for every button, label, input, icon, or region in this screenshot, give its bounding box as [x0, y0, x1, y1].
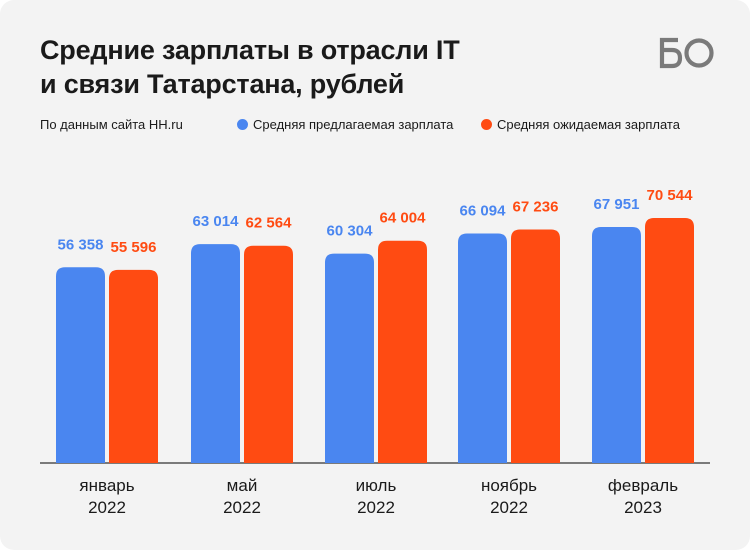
x-tick-label-month-2: июль: [356, 476, 397, 495]
data-label-expected-4: 70 544: [647, 187, 694, 204]
legend-label-offered: Средняя предлагаемая зарплата: [253, 117, 454, 132]
legend-label-expected: Средняя ожидаемая зарплата: [497, 117, 680, 132]
bar-offered-0: [56, 267, 105, 463]
data-label-expected-3: 67 236: [513, 198, 559, 215]
legend-item-expected: Средняя ожидаемая зарплата: [481, 117, 680, 132]
x-tick-label-year-2: 2022: [357, 498, 395, 517]
legend-dot-offered: [237, 119, 248, 130]
x-tick-label-year-4: 2023: [624, 498, 662, 517]
data-label-offered-2: 60 304: [327, 223, 374, 240]
bar-offered-3: [458, 233, 507, 463]
chart-title: Средние зарплаты в отрасли IT и связи Та…: [40, 33, 600, 101]
bar-offered-4: [592, 227, 641, 463]
bar-expected-1: [244, 245, 293, 463]
data-label-offered-0: 56 358: [58, 236, 104, 253]
data-label-offered-1: 63 014: [193, 213, 240, 230]
bar-offered-2: [325, 253, 374, 463]
x-tick-label-month-1: май: [227, 476, 258, 495]
x-tick-label-month-0: январь: [79, 476, 134, 495]
data-label-offered-4: 67 951: [594, 196, 640, 213]
x-tick-label-year-3: 2022: [490, 498, 528, 517]
x-tick-label-month-4: февраль: [608, 476, 678, 495]
title-line-1: Средние зарплаты в отрасли IT: [40, 35, 460, 65]
data-label-offered-3: 66 094: [460, 202, 507, 219]
legend-item-offered: Средняя предлагаемая зарплата: [237, 117, 453, 132]
data-label-expected-0: 55 596: [111, 239, 157, 256]
legend-dot-expected: [481, 119, 492, 130]
legend: Средняя предлагаемая зарплата Средняя ож…: [0, 117, 750, 137]
source-note: По данным сайта HH.ru: [40, 117, 183, 132]
bo-logo: БО: [659, 37, 714, 69]
title-line-2: и связи Татарстана, рублей: [40, 69, 405, 99]
bar-expected-0: [109, 269, 158, 463]
x-tick-label-month-3: ноябрь: [481, 476, 537, 495]
x-tick-label-year-1: 2022: [223, 498, 261, 517]
x-tick-label-year-0: 2022: [88, 498, 126, 517]
bar-expected-4: [645, 218, 694, 463]
data-label-expected-1: 62 564: [246, 215, 293, 232]
bar-expected-3: [511, 229, 560, 463]
bar-expected-2: [378, 240, 427, 463]
data-label-expected-2: 64 004: [380, 210, 427, 227]
bar-offered-1: [191, 244, 240, 463]
